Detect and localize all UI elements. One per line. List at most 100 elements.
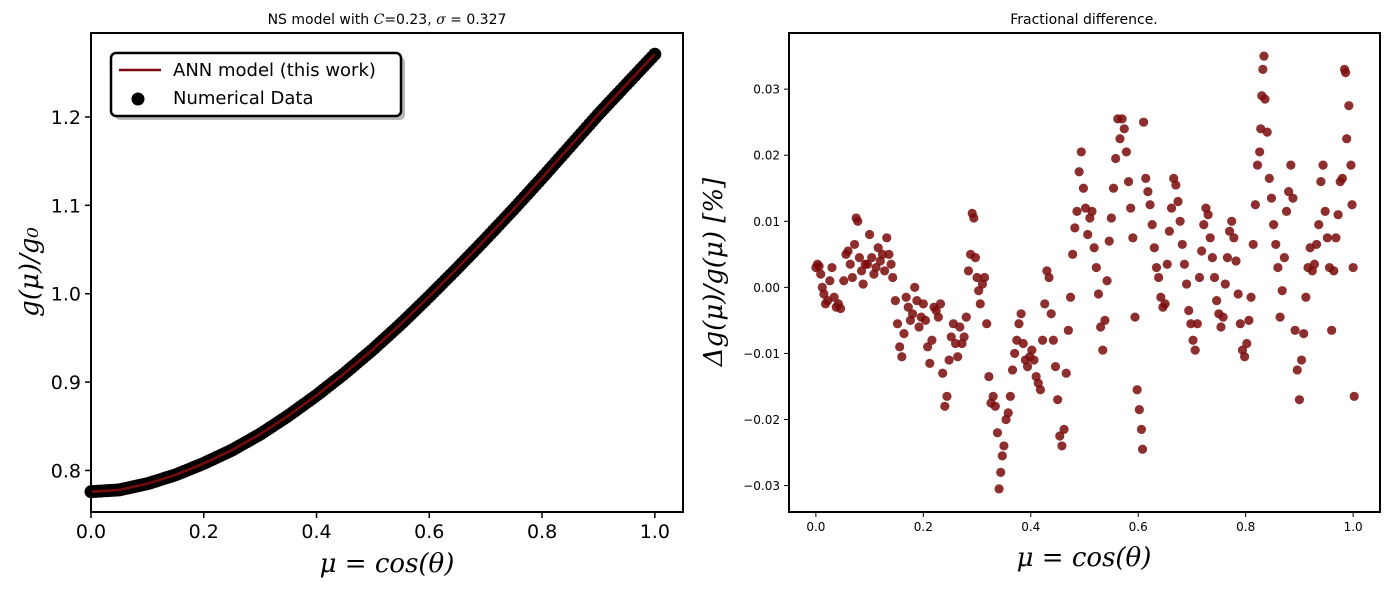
fractional-difference-point: [997, 451, 1007, 461]
fractional-difference-point: [1212, 295, 1222, 306]
fractional-difference-point: [1309, 259, 1320, 269]
fractional-difference-point: [935, 299, 946, 309]
fractional-difference-point: [1137, 444, 1148, 454]
fractional-difference-point: [835, 303, 846, 314]
fractional-difference-point: [1229, 233, 1239, 243]
fractional-difference-point: [1139, 117, 1149, 127]
fractional-difference-point: [1294, 395, 1305, 405]
fractional-difference-point: [918, 299, 928, 309]
fractional-difference-point: [925, 358, 935, 368]
fractional-difference-point: [979, 272, 990, 283]
fractional-difference-point: [1096, 322, 1106, 332]
x-tick-label: 0.2: [914, 520, 933, 534]
fractional-difference-point: [1301, 292, 1311, 302]
fractional-difference-point: [969, 213, 979, 223]
legend: ANN model (this work) Numerical Data: [109, 51, 405, 120]
fractional-difference-point: [1337, 173, 1347, 183]
fractional-difference-point: [1050, 362, 1061, 372]
fractional-difference-point: [1220, 279, 1230, 289]
left-axes-frame: [90, 32, 684, 513]
fractional-difference-point: [1166, 203, 1177, 213]
fractional-difference-point: [892, 319, 903, 329]
fractional-difference-point: [1104, 236, 1114, 246]
fractional-difference-point: [1108, 183, 1119, 193]
y-tick-label: −0.02: [743, 413, 780, 427]
x-tick-label: 0.6: [414, 521, 444, 543]
fractional-difference-point: [1199, 220, 1209, 230]
fractional-difference-point: [897, 352, 907, 362]
fractional-difference-point: [1329, 266, 1339, 276]
right-chart-title: Fractional difference.: [1010, 12, 1158, 28]
fractional-difference-point: [994, 484, 1004, 494]
fractional-difference-point: [1134, 404, 1144, 415]
fractional-difference-point: [1035, 385, 1046, 395]
fractional-difference-point: [1269, 220, 1279, 230]
fractional-difference-point: [923, 342, 933, 352]
fractional-difference-point: [1240, 352, 1250, 362]
fractional-difference-point: [907, 309, 918, 319]
fractional-difference-point: [1063, 325, 1073, 335]
fractional-difference-point: [1003, 408, 1013, 418]
fractional-difference-point: [1018, 338, 1028, 349]
fractional-difference-point: [1181, 279, 1192, 289]
fractional-difference-point: [1288, 193, 1298, 203]
fractional-difference-point: [1318, 160, 1328, 170]
fractional-difference-point: [1205, 233, 1215, 243]
fractional-difference-point: [1227, 216, 1237, 226]
fractional-difference-point: [1233, 289, 1243, 299]
fractional-difference-point: [1246, 292, 1256, 302]
fractional-difference-point: [1010, 348, 1020, 359]
fractional-difference-point: [1299, 329, 1309, 339]
fractional-difference-point: [1089, 243, 1099, 253]
fractional-difference-point: [1065, 292, 1076, 302]
y-tick-label: 1.2: [51, 107, 81, 129]
fractional-difference-point: [1160, 299, 1170, 309]
fractional-difference-point: [1121, 147, 1132, 157]
fractional-difference-point: [1128, 233, 1138, 243]
fractional-difference-point: [1248, 239, 1258, 250]
fractional-difference-point: [982, 319, 992, 329]
fractional-difference-point: [1207, 253, 1217, 263]
fractional-difference-point: [1292, 365, 1302, 375]
fractional-difference-point: [1016, 309, 1026, 319]
fractional-difference-point: [1348, 262, 1358, 273]
fractional-difference-point: [1284, 186, 1294, 197]
fractional-difference-point: [1271, 239, 1281, 250]
fractional-difference-point: [1147, 220, 1157, 230]
fractional-difference-point: [1341, 68, 1351, 78]
fractional-difference-point: [927, 335, 937, 345]
fractional-difference-point: [1349, 391, 1359, 401]
fractional-difference-point: [1188, 335, 1198, 345]
fractional-difference-point: [1061, 368, 1071, 378]
fractional-difference-point: [1048, 335, 1058, 345]
fractional-difference-point: [1093, 289, 1104, 299]
fractional-difference-point: [1262, 127, 1272, 137]
fractional-difference-point: [1076, 147, 1086, 157]
fractional-difference-point: [873, 243, 883, 253]
fractional-difference-point: [1312, 239, 1322, 250]
fractional-difference-point: [854, 253, 864, 263]
fractional-difference-point: [1102, 276, 1112, 286]
fractional-difference-point: [903, 302, 913, 312]
fractional-difference-point: [1194, 272, 1205, 283]
left-y-ticks: 0.8 0.9 1.0 1.1 1.2: [51, 107, 91, 482]
fractional-difference-point: [940, 401, 950, 411]
left-x-ticks: 0.0 0.2 0.4 0.6 0.8 1.0: [76, 512, 670, 543]
right-x-axis-label: μ = cos(θ): [1017, 543, 1152, 573]
fractional-difference-point: [1197, 246, 1207, 256]
y-tick-label: 0.8: [51, 460, 81, 482]
fractional-difference-point: [1059, 424, 1069, 435]
fractional-difference-point: [953, 352, 963, 362]
fractional-difference-point: [882, 233, 892, 243]
x-tick-label: 0.2: [189, 521, 219, 543]
fractional-difference-point: [992, 428, 1003, 438]
fractional-difference-point: [990, 401, 1000, 411]
fractional-difference-point: [816, 269, 826, 279]
fractional-difference-point: [1273, 262, 1283, 273]
fractional-difference-point: [972, 272, 982, 283]
fractional-difference-point: [895, 342, 905, 352]
fractional-difference-point: [1141, 173, 1151, 183]
fractional-difference-point: [827, 262, 837, 273]
fractional-difference-point: [1290, 325, 1300, 335]
